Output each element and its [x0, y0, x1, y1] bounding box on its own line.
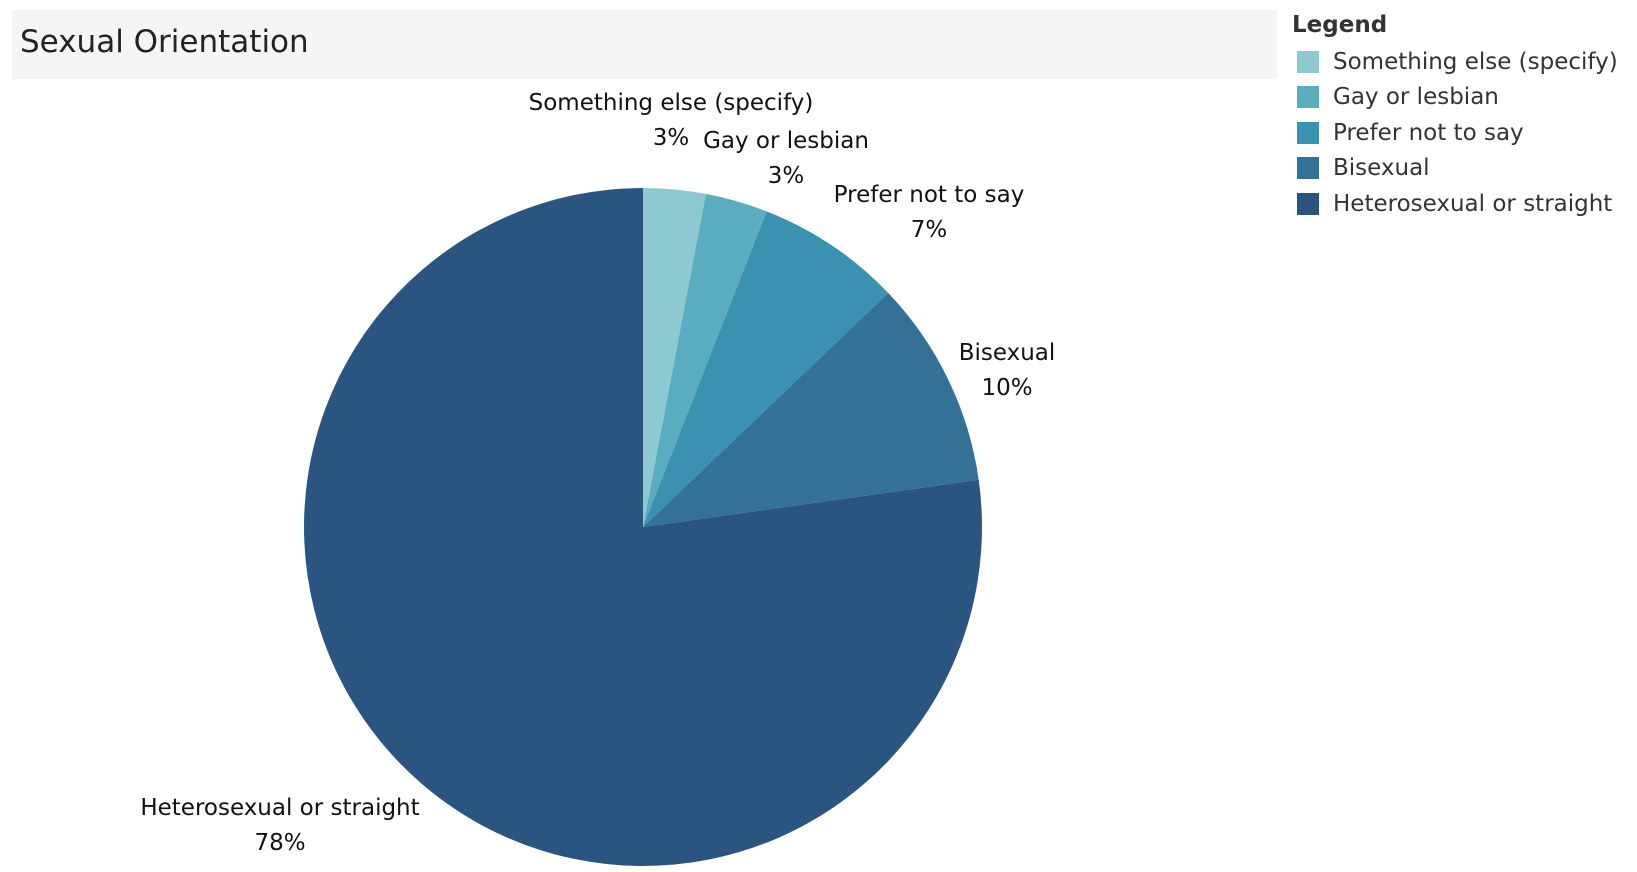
legend-item-something-else-specify[interactable]: Something else (specify): [1292, 44, 1632, 80]
pie-chart: Something else (specify) 3% Gay or lesbian…: [140, 90, 1055, 866]
legend-swatch: [1297, 157, 1319, 180]
legend-swatch: [1297, 192, 1319, 215]
slice-label-something-else-specify: Something else (specify): [529, 90, 814, 116]
legend-label: Something else (specify): [1333, 48, 1618, 75]
slice-value-gay-or-lesbian: 3%: [768, 163, 805, 189]
legend-label: Bisexual: [1333, 155, 1430, 182]
pie-slice-heterosexual-or-straight[interactable]: [304, 188, 983, 866]
legend-item-gay-or-lesbian[interactable]: Gay or lesbian: [1292, 80, 1632, 116]
pie-slice-prefer-not-to-say[interactable]: [643, 211, 889, 527]
slice-value-heterosexual-or-straight: 78%: [254, 830, 305, 856]
legend-title: Legend: [1292, 12, 1388, 38]
legend-item-bisexual[interactable]: Bisexual: [1292, 151, 1632, 187]
legend-label: Prefer not to say: [1333, 119, 1524, 146]
slice-value-prefer-not-to-say: 7%: [911, 217, 948, 243]
pie-slices: [304, 188, 983, 866]
pie-slice-something-else-specify[interactable]: [643, 188, 706, 527]
legend-label: Gay or lesbian: [1333, 84, 1499, 111]
slice-label-heterosexual-or-straight: Heterosexual or straight: [140, 795, 419, 821]
slice-label-prefer-not-to-say: Prefer not to say: [834, 182, 1025, 208]
legend-swatch: [1297, 50, 1319, 73]
slice-label-bisexual: Bisexual: [959, 340, 1056, 366]
legend-item-prefer-not-to-say[interactable]: Prefer not to say: [1292, 115, 1632, 151]
chart-title-bar: Sexual Orientation: [12, 10, 1277, 79]
legend-items: Something else (specify) Gay or lesbian Pr…: [1292, 44, 1632, 222]
slice-label-gay-or-lesbian: Gay or lesbian: [703, 128, 869, 154]
pie-slice-bisexual[interactable]: [643, 292, 979, 527]
pie-slice-gay-or-lesbian[interactable]: [643, 193, 767, 527]
slice-value-bisexual: 10%: [981, 375, 1032, 401]
pie-slice-labels: Something else (specify) 3% Gay or lesbian…: [140, 90, 1055, 856]
chart-title: Sexual Orientation: [20, 24, 309, 60]
legend: Legend Something else (specify) Gay or le…: [1292, 12, 1632, 222]
legend-item-heterosexual-or-straight[interactable]: Heterosexual or straight: [1292, 186, 1632, 222]
legend-label: Heterosexual or straight: [1333, 190, 1613, 217]
legend-swatch: [1297, 121, 1319, 144]
slice-value-something-else-specify: 3%: [653, 125, 690, 151]
legend-swatch: [1297, 86, 1319, 109]
